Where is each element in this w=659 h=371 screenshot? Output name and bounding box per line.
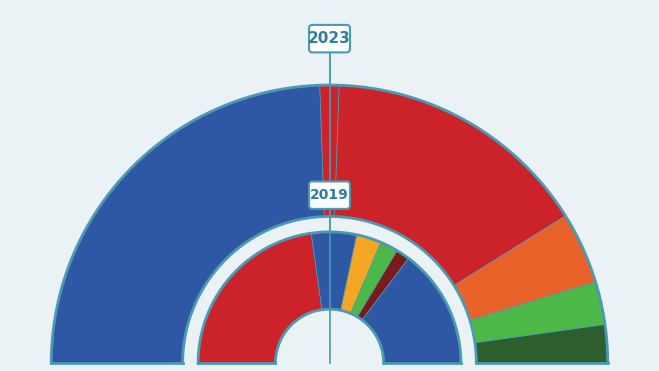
Polygon shape [357,251,409,320]
Polygon shape [475,325,608,363]
Polygon shape [470,282,605,343]
Polygon shape [320,85,339,217]
Polygon shape [454,216,596,320]
Polygon shape [51,85,324,363]
Polygon shape [362,258,461,363]
Text: 2019: 2019 [310,188,349,202]
Text: 2023: 2023 [308,31,351,46]
FancyBboxPatch shape [309,181,350,209]
Polygon shape [341,235,381,313]
Polygon shape [351,242,397,317]
Polygon shape [335,85,565,285]
FancyBboxPatch shape [309,25,350,52]
Polygon shape [198,233,322,363]
Polygon shape [311,232,357,311]
